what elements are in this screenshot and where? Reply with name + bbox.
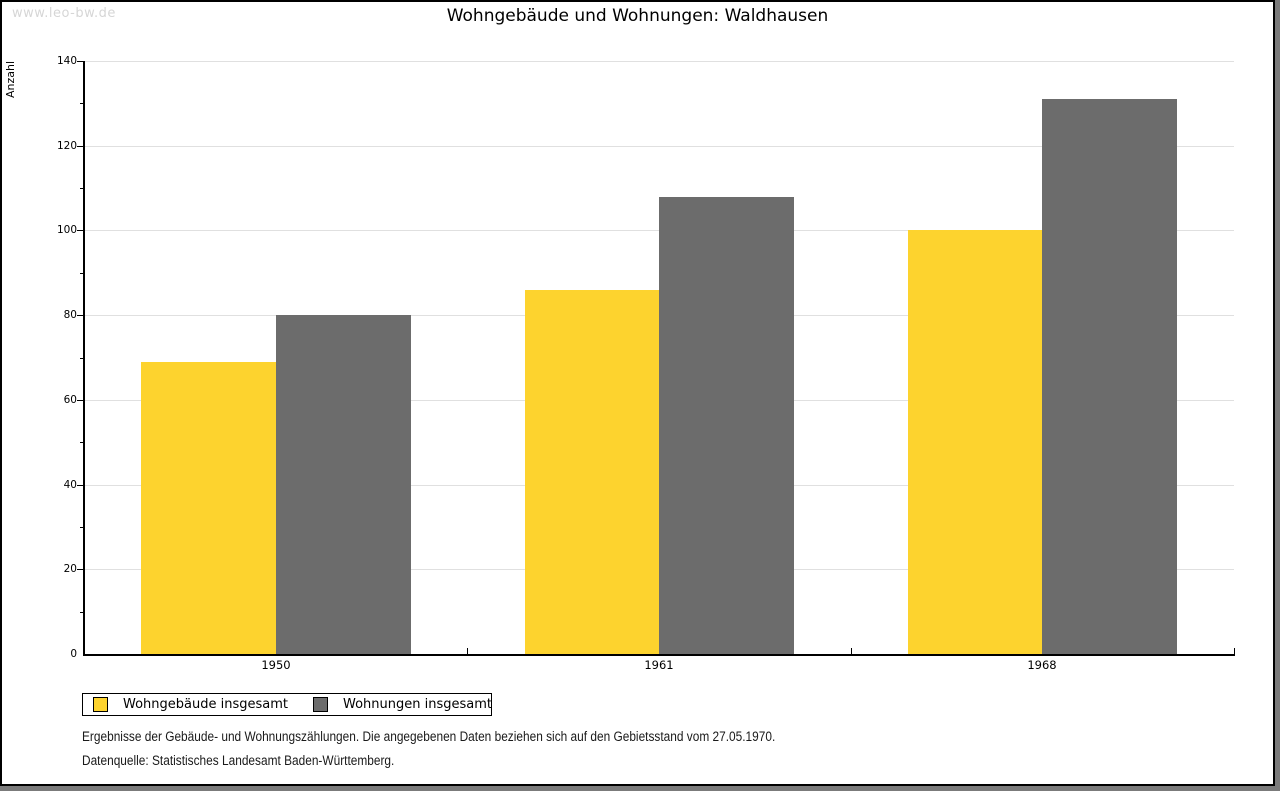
y-tick-label-140: 140 xyxy=(56,55,77,67)
bar-wohngebäude-1968 xyxy=(908,230,1043,654)
y-minor-tick-50 xyxy=(80,442,84,443)
bar-wohngebäude-1950 xyxy=(141,362,276,654)
legend-label-wohngebaeude: Wohngebäude insgesamt xyxy=(123,697,288,712)
x-boundary-tick-2 xyxy=(851,648,852,654)
bar-wohnungen-1961 xyxy=(659,197,794,654)
y-tick-label-20: 20 xyxy=(63,563,77,575)
y-tick-label-120: 120 xyxy=(56,140,77,152)
y-minor-tick-30 xyxy=(80,527,84,528)
x-tick-label-1961: 1961 xyxy=(644,658,674,672)
y-major-tick-140 xyxy=(77,61,84,62)
y-major-tick-100 xyxy=(77,230,84,231)
chart-title: Wohngebäude und Wohnungen: Waldhausen xyxy=(446,6,829,26)
bar-wohngebäude-1961 xyxy=(525,290,660,654)
y-minor-tick-110 xyxy=(80,188,84,189)
x-tick-label-1950: 1950 xyxy=(261,658,291,672)
y-major-tick-20 xyxy=(77,569,84,570)
y-major-tick-40 xyxy=(77,485,84,486)
y-major-tick-120 xyxy=(77,146,84,147)
x-boundary-tick-3 xyxy=(1234,648,1235,654)
footnote-line1: Ergebnisse der Gebäude- und Wohnungszähl… xyxy=(82,729,870,744)
y-tick-label-80: 80 xyxy=(63,309,77,321)
bar-wohnungen-1950 xyxy=(276,315,411,654)
gridline-y-120 xyxy=(84,146,1234,147)
x-axis-line xyxy=(83,654,1235,656)
footnote-line1-text: Ergebnisse der Gebäude- und Wohnungszähl… xyxy=(82,729,776,744)
y-major-tick-80 xyxy=(77,315,84,316)
y-minor-tick-70 xyxy=(80,358,84,359)
footnote-line2: Datenquelle: Statistisches Landesamt Bad… xyxy=(82,753,437,768)
y-tick-label-100: 100 xyxy=(56,224,77,236)
y-axis-line xyxy=(83,61,85,656)
y-major-tick-60 xyxy=(77,400,84,401)
legend-swatch-wohnungen xyxy=(313,697,328,712)
watermark: www.leo-bw.de xyxy=(12,6,116,21)
legend-label-wohnungen: Wohnungen insgesamt xyxy=(343,697,492,712)
x-tick-label-1968: 1968 xyxy=(1027,658,1057,672)
y-minor-tick-130 xyxy=(80,103,84,104)
y-tick-label-40: 40 xyxy=(63,479,77,491)
bar-wohnungen-1968 xyxy=(1042,99,1177,654)
y-tick-label-0: 0 xyxy=(70,648,77,660)
gridline-y-140 xyxy=(84,61,1234,62)
footnote-line2-text: Datenquelle: Statistisches Landesamt Bad… xyxy=(82,753,395,768)
legend: Wohngebäude insgesamt Wohnungen insgesam… xyxy=(82,693,492,716)
legend-swatch-wohngebaeude xyxy=(93,697,108,712)
y-tick-label-60: 60 xyxy=(63,394,77,406)
y-minor-tick-10 xyxy=(80,612,84,613)
y-minor-tick-90 xyxy=(80,273,84,274)
x-boundary-tick-1 xyxy=(467,648,468,654)
